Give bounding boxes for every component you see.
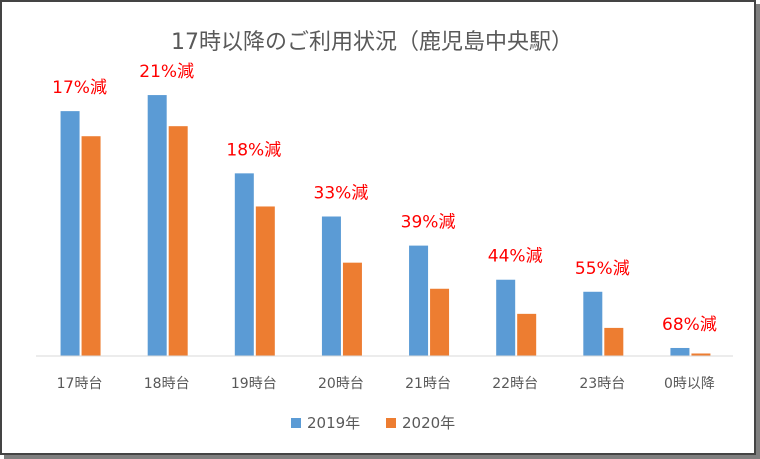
x-tick-label: 17時台 xyxy=(57,376,103,392)
x-tick-label: 0時以降 xyxy=(664,376,715,392)
x-tick-label: 18時台 xyxy=(144,376,190,392)
bar-2020-7 xyxy=(691,353,711,356)
legend-label-2019: 2019年 xyxy=(307,414,360,432)
bar-2019-0 xyxy=(60,111,80,356)
bar-2019-6 xyxy=(583,291,603,356)
reduction-label: 44%減 xyxy=(488,247,543,267)
reduction-label: 18%減 xyxy=(226,140,281,160)
bar-2019-3 xyxy=(321,216,341,356)
x-tick-label: 22時台 xyxy=(492,376,538,392)
bar-2020-0 xyxy=(81,136,101,356)
legend-swatch-2019 xyxy=(291,418,301,428)
x-tick-label: 21時台 xyxy=(405,376,451,392)
x-tick-labels: 17時台 18時台 19時台 20時台 21時台 22時台 23時台 0時以降 xyxy=(57,376,715,392)
bar-2020-2 xyxy=(255,206,275,356)
reduction-annotations: 17%減 21%減 18%減 33%減 39%減 44%減 55%減 68%減 xyxy=(52,62,717,335)
chart-title: 17時以降のご利用状況（鹿児島中央駅） xyxy=(171,30,573,55)
reduction-label: 17%減 xyxy=(52,78,107,98)
reduction-label: 39%減 xyxy=(401,213,456,233)
bar-2020-3 xyxy=(342,262,362,356)
bar-2020-5 xyxy=(517,313,537,356)
bar-2020-1 xyxy=(168,126,188,356)
reduction-label: 21%減 xyxy=(139,62,194,82)
bars-group xyxy=(60,95,711,357)
x-tick-label: 20時台 xyxy=(318,376,364,392)
x-tick-label: 23時台 xyxy=(579,376,625,392)
reduction-label: 33%減 xyxy=(314,184,369,204)
bar-2020-6 xyxy=(604,327,624,356)
bar-2019-5 xyxy=(496,279,516,356)
bar-2020-4 xyxy=(430,288,450,356)
legend-swatch-2020 xyxy=(386,418,396,428)
reduction-label: 55%減 xyxy=(575,259,630,279)
bar-2019-4 xyxy=(409,245,429,356)
legend-label-2020: 2020年 xyxy=(402,414,455,432)
x-tick-label: 19時台 xyxy=(231,376,277,392)
legend: 2019年 2020年 xyxy=(291,414,455,432)
bar-2019-2 xyxy=(234,173,254,356)
reduction-label: 68%減 xyxy=(662,315,717,335)
bar-2019-1 xyxy=(147,95,167,357)
bar-2019-7 xyxy=(670,347,690,356)
